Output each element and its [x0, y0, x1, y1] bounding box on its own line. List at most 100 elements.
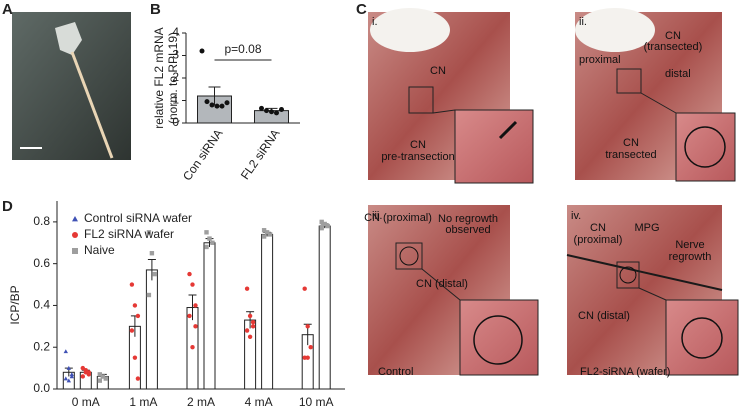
panel-label: C [356, 1, 367, 18]
annotation: CN [665, 30, 681, 42]
point [132, 355, 138, 360]
point [149, 251, 155, 256]
zoom-box [616, 261, 640, 289]
photo-iii: iii. CN (proximal) No regrowth observed … [364, 205, 539, 378]
annotation: distal [665, 68, 691, 80]
point [204, 230, 209, 235]
annotation: transected [605, 149, 656, 161]
point [69, 374, 74, 379]
inset [459, 299, 539, 376]
annotation: No regrowth [438, 213, 498, 225]
point [135, 313, 141, 319]
annotation: (proximal) [574, 234, 623, 246]
point [219, 103, 225, 109]
point [247, 313, 253, 319]
annotation: MPG [634, 222, 659, 234]
annotation: proximal [579, 54, 621, 66]
needle [70, 51, 114, 159]
bar [203, 242, 216, 390]
point [66, 378, 71, 383]
sub-label: i. [372, 16, 378, 28]
y-axis-label: relative FL2 mRNA [152, 27, 166, 128]
point [250, 324, 256, 329]
point [269, 109, 274, 115]
panel-label: D [2, 198, 13, 215]
legend-label: Control siRNA wafer [84, 211, 192, 225]
zoom-box [395, 242, 423, 270]
x-tick-label: 4 mA [245, 395, 273, 409]
point [152, 271, 158, 277]
panel-label: A [2, 1, 13, 18]
caption: Control [378, 366, 413, 378]
point [193, 324, 198, 329]
y-tick-label: 0.0 [33, 381, 50, 395]
legend-label: Naive [84, 243, 115, 257]
point [261, 228, 267, 233]
annotation: CN [430, 65, 446, 77]
legend-label: FL2 siRNA wafer [84, 227, 174, 241]
circle [399, 246, 419, 266]
point [187, 313, 192, 319]
bar [318, 225, 331, 390]
circle [681, 317, 723, 359]
y-tick-label: 0.4 [33, 298, 50, 312]
circle [684, 126, 726, 168]
annotation: (transected) [644, 41, 703, 53]
caption: FL2-siRNA (wafer) [580, 366, 670, 378]
point [247, 334, 253, 339]
circle [473, 315, 523, 365]
point [319, 219, 324, 225]
point [129, 282, 135, 287]
annotation: pre-transection [381, 151, 454, 163]
bladder [575, 8, 655, 52]
annotation: regrowth [669, 251, 712, 263]
point [210, 240, 215, 245]
point [97, 378, 102, 383]
point [80, 374, 86, 379]
zoom-box [616, 68, 642, 94]
x-tick-label: FL2 siRNA [238, 127, 283, 183]
point [193, 303, 198, 308]
suture [566, 254, 723, 291]
bladder [370, 8, 450, 52]
point [63, 376, 68, 381]
point [244, 328, 250, 333]
point [267, 232, 273, 237]
point [66, 365, 71, 370]
point [204, 99, 210, 105]
point [264, 230, 270, 235]
annotation: CN [623, 137, 639, 149]
zoom-line [432, 109, 456, 114]
point [305, 324, 310, 329]
y-axis-label: ICP/BP [8, 285, 22, 324]
point [187, 271, 192, 277]
annotation: Nerve [675, 239, 704, 251]
point [259, 105, 264, 111]
legend-marker [72, 216, 78, 222]
wafer [55, 22, 82, 55]
point [97, 372, 102, 377]
point [305, 355, 310, 360]
point [190, 282, 195, 287]
bar [261, 233, 274, 390]
x-tick-label: 10 mA [299, 395, 334, 409]
point [279, 107, 284, 112]
point [132, 303, 138, 308]
point [308, 345, 313, 350]
zoom-line [638, 287, 667, 301]
y-tick-label: 0 [172, 115, 179, 129]
annotation: CN [590, 222, 606, 234]
x-tick-label: 0 mA [72, 395, 100, 409]
point [103, 376, 108, 381]
annotation: CN (proximal) [364, 212, 432, 224]
point [302, 286, 307, 291]
point [250, 319, 256, 325]
annotation: CN (distal) [416, 278, 468, 290]
y-tick-label: 1 [172, 93, 179, 107]
point [199, 48, 205, 54]
x-tick-label: 2 mA [187, 395, 215, 409]
point [129, 328, 135, 333]
point [207, 236, 212, 241]
point [274, 110, 279, 116]
